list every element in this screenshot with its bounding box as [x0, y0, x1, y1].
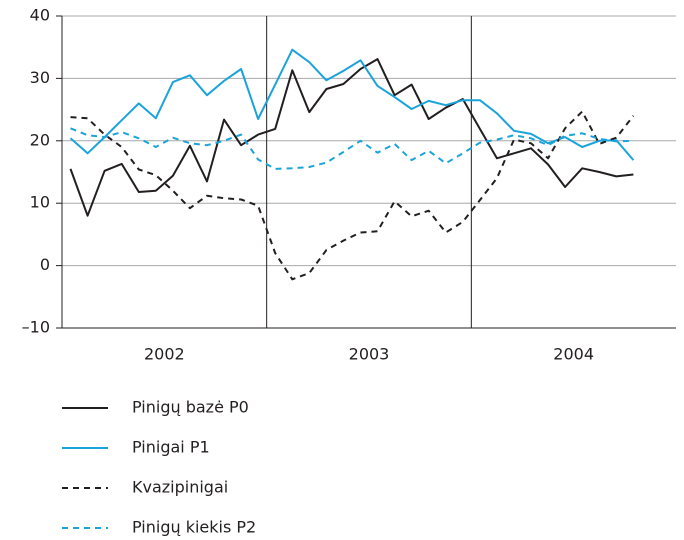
y-tick-label: 30 [30, 68, 50, 87]
series-line [69, 58, 634, 217]
x-tick-label: 2002 [144, 345, 185, 364]
y-tick-label: 0 [40, 255, 50, 274]
series-line [70, 110, 635, 281]
x-tick-label: 2004 [553, 345, 594, 364]
legend-label: Pinigai P1 [132, 438, 210, 457]
series-line [69, 48, 635, 161]
legend-label: Kvazipinigai [132, 478, 228, 497]
x-tick-label: 2003 [349, 345, 390, 364]
legend-label: Pinigų bazė P0 [132, 398, 249, 417]
y-tick-label: 10 [30, 193, 50, 212]
y-tick-label: 40 [30, 6, 50, 25]
series-line [70, 127, 634, 170]
y-tick-label: –10 [22, 318, 50, 337]
y-tick-label: 20 [30, 130, 50, 149]
legend-label: Pinigų kiekis P2 [132, 518, 256, 537]
